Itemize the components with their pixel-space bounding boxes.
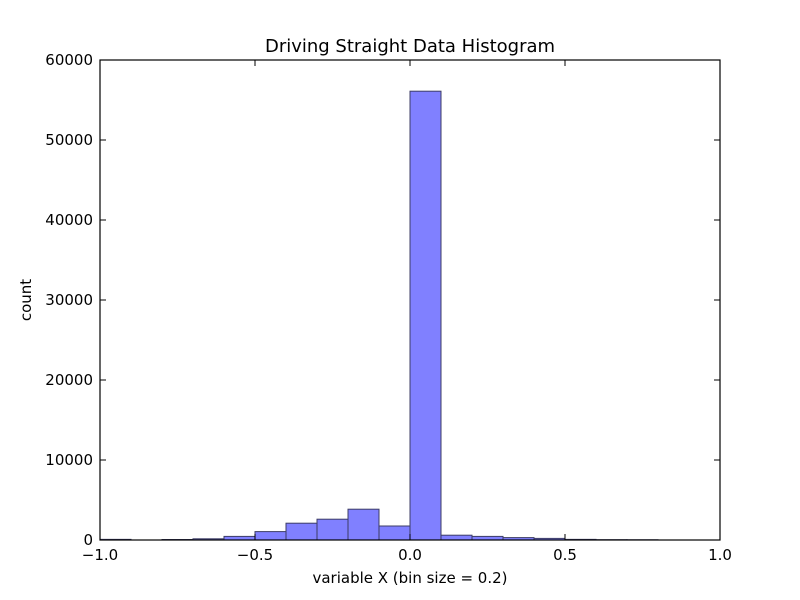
x-tick-label: −0.5 [237,546,273,564]
x-axis-label: variable X (bin size = 0.2) [312,569,507,587]
y-axis-label: count [17,279,35,321]
x-tick-label: 0.5 [553,546,577,564]
x-tick-label: −1.0 [82,546,118,564]
x-tick-label: 0.0 [398,546,422,564]
histogram-bar-5 [254,531,287,541]
histogram-bar-6 [285,522,318,541]
histogram-bar-7 [316,518,349,541]
histogram-bar-9 [378,525,411,541]
chart-title: Driving Straight Data Histogram [265,36,555,57]
y-tick-label: 50000 [45,131,93,149]
y-tick-label: 0 [83,531,93,549]
ticks-group: −1.0 −0.5 0.0 0.5 1.0 0 10000 20000 30000 40000 50… [45,51,732,564]
plot-frame [99,59,721,541]
y-tick-label: 60000 [45,51,93,69]
histogram-bar-11 [440,534,473,541]
histogram-bar-10 [409,90,442,541]
y-tick-label: 30000 [45,291,93,309]
y-tick-label: 10000 [45,451,93,469]
histogram-bar-8 [347,508,380,541]
x-tick-label: 1.0 [708,546,732,564]
y-tick-label: 40000 [45,211,93,229]
y-tick-label: 20000 [45,371,93,389]
bars-group [99,90,659,541]
